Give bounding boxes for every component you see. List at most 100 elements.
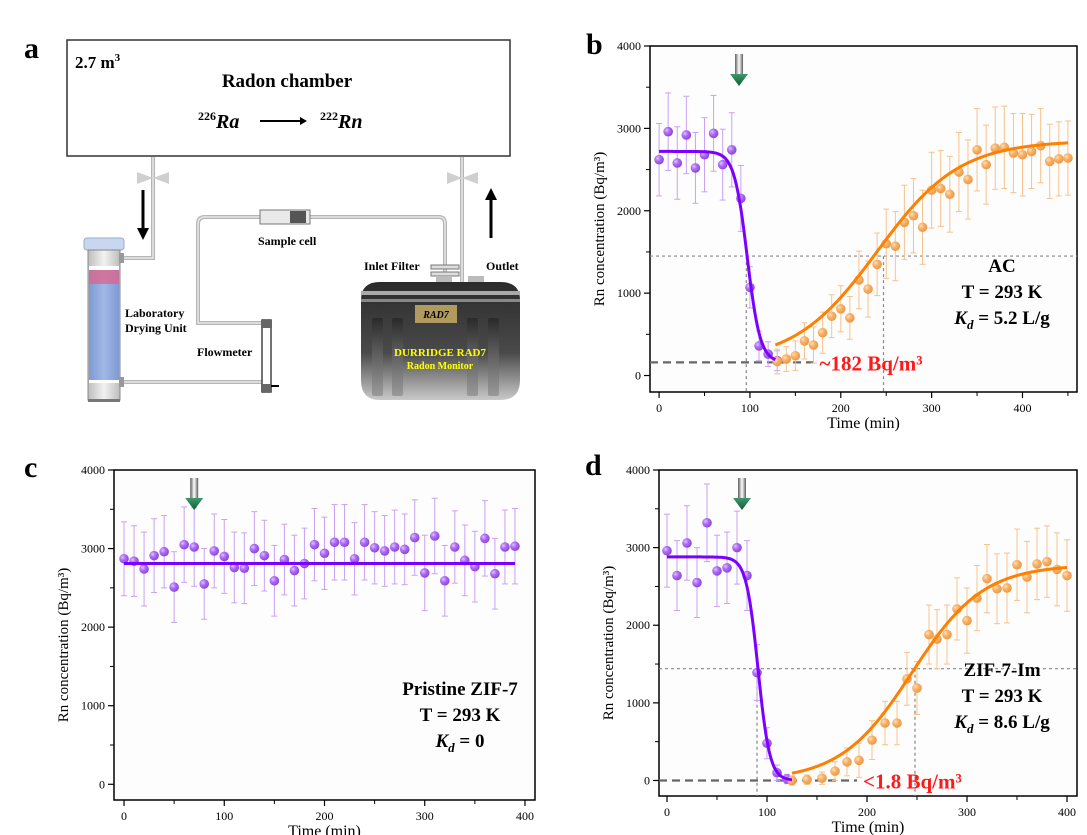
data-point [179, 539, 189, 550]
rad7-monitor [361, 276, 520, 400]
data-point [450, 542, 460, 552]
x-tick-label: 100 [758, 805, 776, 819]
reaction-arrow-head [300, 117, 307, 125]
arrow-head-icon [733, 498, 751, 510]
panel-a-label: a [24, 32, 39, 65]
data-point [119, 553, 129, 564]
floor-annotation: <1.8 Bq/m³ [863, 769, 962, 793]
y-axis-label: Rn concentration (Bq/m³) [56, 568, 72, 722]
data-point [830, 766, 840, 776]
x-tick-label: 100 [215, 809, 233, 823]
y-tick-label: 3000 [626, 541, 650, 555]
data-point [817, 327, 828, 338]
data-point [249, 543, 260, 554]
temperature-label: T = 293 K [420, 705, 501, 726]
data-point [1002, 583, 1012, 593]
data-point [982, 573, 992, 584]
x-tick-label: 400 [516, 809, 534, 823]
x-tick-label: 0 [121, 809, 127, 823]
sample-name: Pristine ZIF-7 [402, 679, 518, 700]
data-point [799, 336, 810, 346]
flowmeter [261, 319, 279, 393]
label-sample-cell: Sample cell [258, 234, 317, 248]
data-point [1012, 559, 1022, 570]
y-tick-label: 2000 [626, 618, 650, 632]
y-tick-label: 3000 [81, 542, 105, 556]
data-point [369, 542, 380, 553]
data-point [826, 311, 837, 322]
monitor-label-2: Radon Monitor [407, 361, 474, 372]
fit-line-adsorption [667, 555, 793, 782]
sample-insert-arrow-icon [735, 54, 744, 74]
data-point [722, 563, 732, 573]
sample-cell [259, 209, 311, 225]
data-point [835, 303, 846, 314]
label-drying-unit-2: Drying Unit [125, 321, 187, 335]
data-point [309, 539, 320, 550]
data-point [399, 544, 410, 555]
data-point [409, 532, 420, 543]
data-point [1017, 149, 1028, 160]
x-tick-label: 200 [858, 805, 876, 819]
kd-label: Kd = 0 [434, 731, 484, 755]
temperature-label: T = 293 K [962, 282, 1043, 303]
data-point [872, 259, 882, 270]
data-point [329, 537, 340, 548]
panel-d-label: d [585, 449, 602, 482]
y-axis-label: Rn concentration (Bq/m³) [592, 152, 608, 306]
panel-c-label: c [24, 451, 38, 484]
kd-label: Kd = 8.6 L/g [953, 712, 1050, 736]
x-tick-label: 200 [832, 401, 850, 415]
rad7-badge: RAD7 [422, 310, 450, 321]
data-point [339, 537, 350, 548]
data-point [690, 163, 701, 173]
data-point [892, 718, 902, 728]
data-point [854, 755, 864, 766]
reaction-to: 222Rn [320, 109, 362, 133]
label-drying-unit-1: Laboratory [125, 306, 184, 320]
data-point [139, 564, 149, 574]
data-point [880, 718, 890, 728]
x-tick-label: 300 [958, 805, 976, 819]
chamber-volume: 2.7 m3 [75, 52, 121, 72]
plot-area-d [658, 469, 1078, 797]
data-point [1044, 156, 1055, 167]
y-tick-label: 2000 [617, 204, 641, 218]
data-point [662, 545, 672, 556]
x-tick-label: 300 [923, 401, 941, 415]
data-point [945, 189, 955, 200]
data-point [480, 533, 490, 544]
y-axis-label: Rn concentration (Bq/m³) [601, 566, 617, 720]
data-point [842, 757, 852, 767]
data-point [924, 629, 934, 640]
fit-line-adsorption [659, 149, 777, 361]
fit-line-desorption [774, 141, 1068, 347]
x-tick-label: 0 [664, 805, 670, 819]
y-tick-label: 2000 [81, 620, 105, 634]
series-desorption [787, 525, 1072, 786]
label-flowmeter: Flowmeter [197, 345, 253, 359]
data-point [1032, 559, 1042, 569]
data-point [808, 340, 819, 350]
x-tick-label: 300 [416, 809, 434, 823]
data-point [379, 546, 390, 556]
data-point [726, 145, 737, 155]
x-tick-label: 0 [656, 401, 662, 415]
data-point [349, 553, 360, 564]
data-point [717, 159, 728, 170]
valve-left-icon [137, 172, 153, 184]
data-point [500, 542, 510, 552]
data-point [692, 577, 702, 588]
y-tick-label: 0 [99, 777, 105, 791]
data-point [359, 537, 370, 548]
data-point [439, 575, 450, 586]
y-tick-label: 0 [635, 369, 641, 383]
sample-insert-arrow-icon [190, 478, 199, 498]
plot-area-b [649, 45, 1078, 393]
data-point [654, 154, 664, 165]
x-tick-label: 100 [741, 401, 759, 415]
chamber-title: Radon chamber [222, 71, 353, 92]
data-point [942, 629, 952, 640]
monitor-label-1: DURRIDGE RAD7 [394, 347, 486, 359]
